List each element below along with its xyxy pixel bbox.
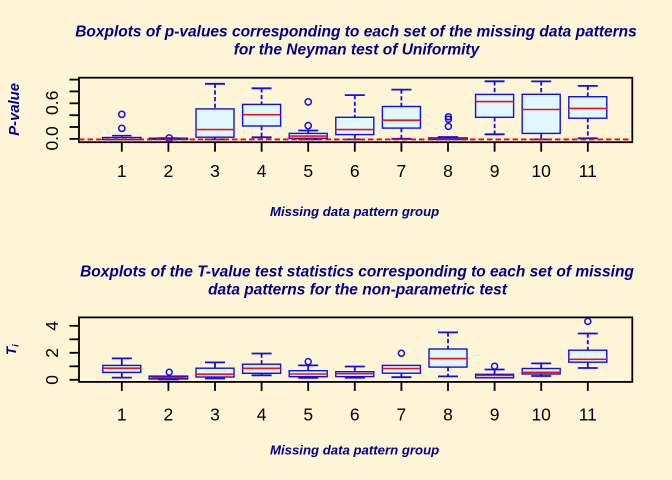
svg-text:10: 10 — [531, 161, 551, 181]
svg-text:7: 7 — [397, 161, 407, 181]
svg-text:11: 11 — [579, 405, 597, 425]
svg-text:4: 4 — [257, 405, 267, 425]
svg-text:P-value: P-value — [7, 83, 23, 136]
svg-text:9: 9 — [490, 161, 500, 181]
svg-text:1: 1 — [117, 161, 127, 181]
svg-text:0.6: 0.6 — [42, 91, 62, 115]
svg-text:Missing data pattern group: Missing data pattern group — [270, 443, 439, 458]
svg-text:2: 2 — [42, 348, 62, 358]
svg-text:1: 1 — [117, 405, 127, 425]
svg-text:Missing data pattern group: Missing data pattern group — [270, 204, 439, 219]
svg-text:Boxplots of the T-value test s: Boxplots of the T-value test statistics … — [80, 264, 634, 281]
svg-text:Boxplots of p-values correspon: Boxplots of p-values corresponding to ea… — [75, 24, 637, 41]
svg-text:5: 5 — [303, 161, 313, 181]
svg-text:7: 7 — [397, 405, 407, 425]
svg-text:3: 3 — [210, 161, 220, 181]
svg-text:5: 5 — [303, 405, 313, 425]
svg-text:6: 6 — [350, 161, 360, 181]
svg-text:8: 8 — [443, 161, 453, 181]
svg-text:9: 9 — [490, 405, 500, 425]
svg-text:for the Neyman test of Uniform: for the Neyman test of Uniformity — [234, 41, 481, 58]
svg-text:Ti: Ti — [4, 344, 22, 355]
svg-text:2: 2 — [164, 405, 174, 425]
svg-text:data patterns for the non-para: data patterns for the non-parametric tes… — [208, 281, 508, 298]
svg-text:0: 0 — [42, 375, 62, 385]
svg-text:2: 2 — [164, 161, 174, 181]
svg-text:6: 6 — [350, 405, 360, 425]
svg-text:4: 4 — [257, 161, 267, 181]
svg-text:4: 4 — [42, 321, 62, 331]
svg-text:3: 3 — [210, 405, 220, 425]
svg-text:10: 10 — [531, 405, 551, 425]
svg-text:11: 11 — [579, 161, 597, 181]
svg-text:0.0: 0.0 — [42, 126, 62, 151]
svg-text:8: 8 — [443, 405, 453, 425]
